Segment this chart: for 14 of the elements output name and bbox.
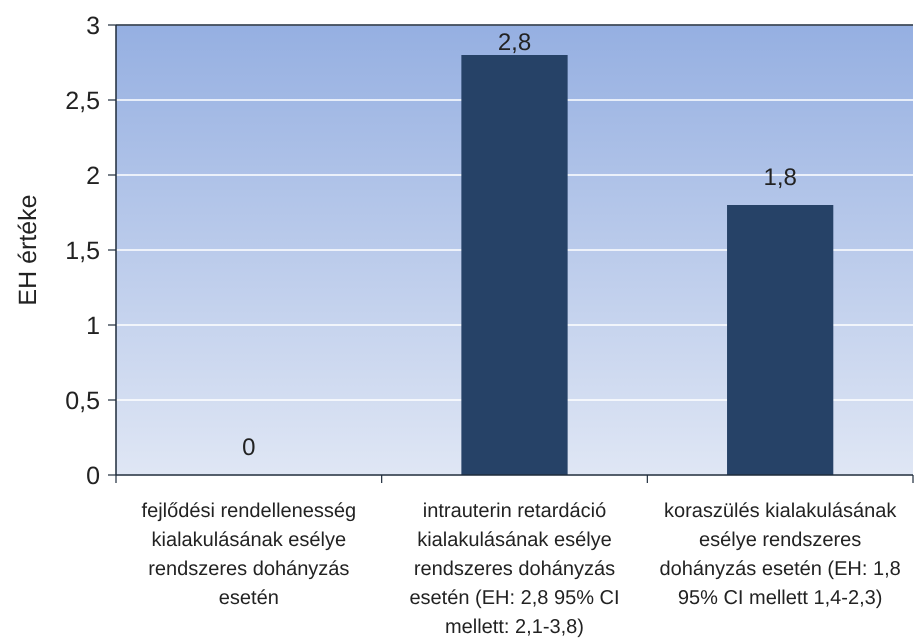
y-tick-label: 2 [86,162,100,190]
y-tick-label: 1 [86,312,100,340]
x-tick-label: fejlődési rendellenesség kialakulásának esélye rendszeres dohányzás esetén [142,500,356,609]
y-tick-label: 2,5 [65,86,100,115]
y-tick-label: 1,5 [65,236,100,265]
y-tick-label: 0,5 [65,386,100,415]
data-label: 2,8 [498,29,532,56]
y-tick-label: 3 [86,12,100,40]
y-axis-title: EH értéke [14,194,42,306]
data-label: 1,8 [763,164,797,191]
data-label: 0 [242,434,256,461]
y-tick-label: 0 [86,462,100,490]
x-tick-label: koraszülés kialakulásának esélye rendszeres dohányzás esetén (EH: 1,8 95% CI mellett 1,4-2,3) [660,500,901,609]
x-tick-label: intrauterin retardáció kialakulásának esélye rendszeres dohányzás esetén (EH: 2,8 95% CI mellett: 2,1-3,8) [409,500,620,638]
